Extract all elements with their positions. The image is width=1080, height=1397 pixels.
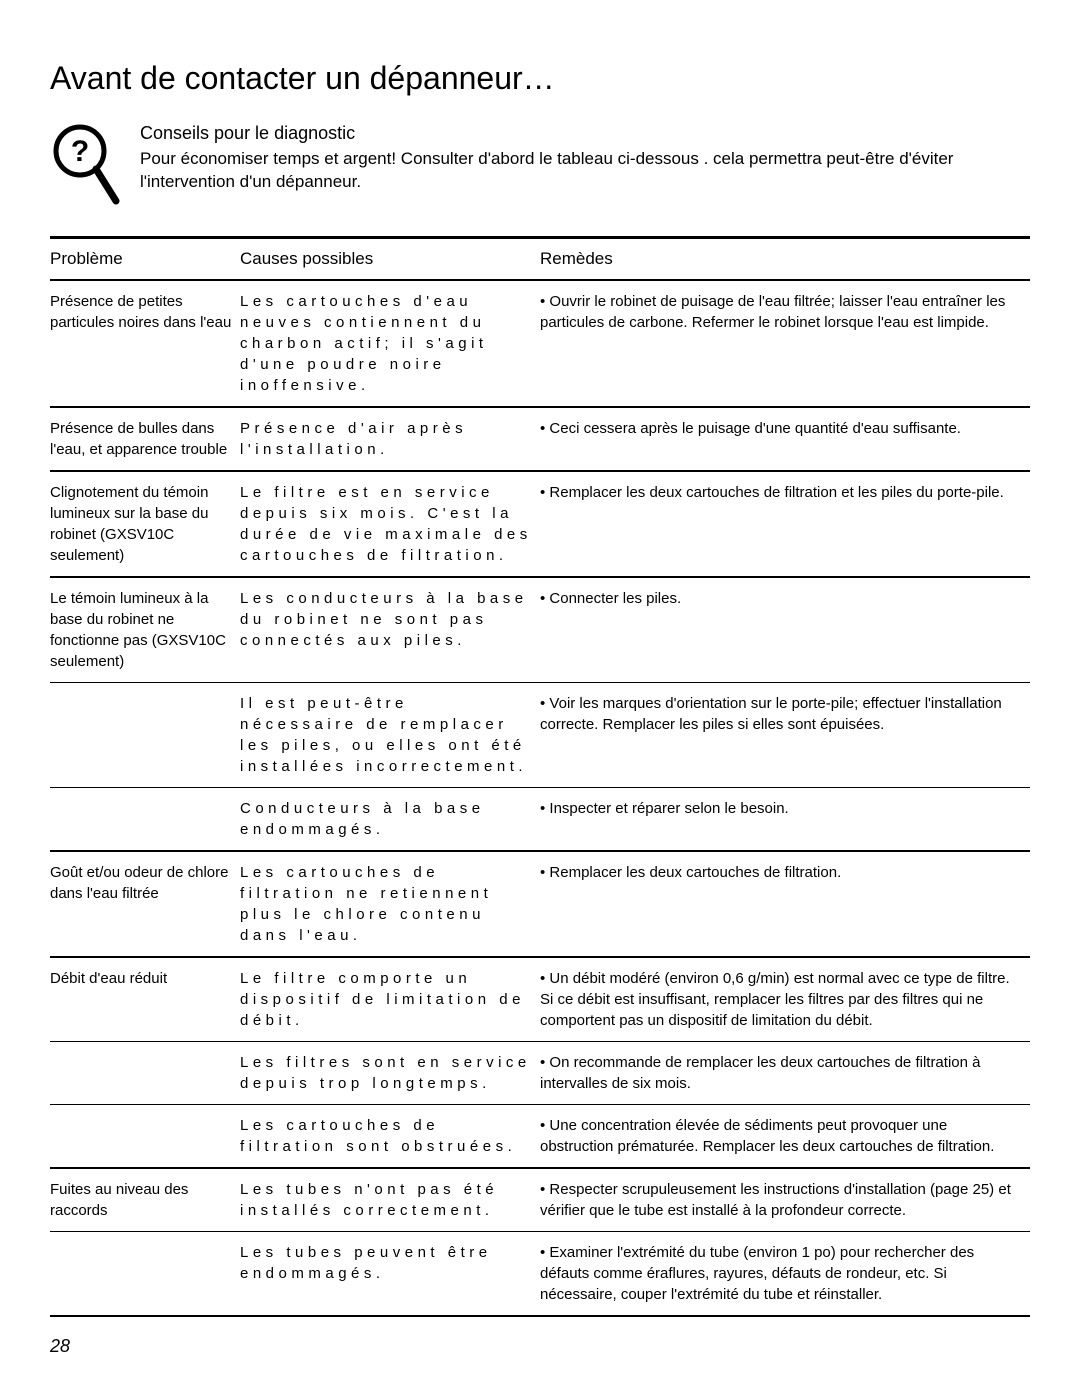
header-cause: Causes possibles xyxy=(240,238,540,281)
table-row: Goût et/ou odeur de chlore dans l'eau fi… xyxy=(50,851,1030,956)
remedy-cell: • Voir les marques d'orientation sur le … xyxy=(540,683,1030,788)
cause-cell: Conducteurs à la base endommagés. xyxy=(240,788,540,851)
remedy-cell: • Ouvrir le robinet de puisage de l'eau … xyxy=(540,280,1030,406)
table-row: Débit d'eau réduitLe filtre comporte un … xyxy=(50,957,1030,1041)
remedy-cell: • Connecter les piles. xyxy=(540,577,1030,682)
remedy-cell: • Une concentration élevée de sédiments … xyxy=(540,1105,1030,1168)
svg-text:?: ? xyxy=(71,135,89,168)
table-row: Les cartouches de filtration sont obstru… xyxy=(50,1105,1030,1168)
problem-cell xyxy=(50,1105,240,1168)
header-problem: Problème xyxy=(50,238,240,281)
cause-cell: Présence d'air après l'installation. xyxy=(240,407,540,470)
intro-section: ? Conseils pour le diagnostic Pour écono… xyxy=(50,121,1030,216)
problem-cell xyxy=(50,788,240,851)
cause-cell: Les cartouches de filtration ne retienne… xyxy=(240,851,540,956)
table-row: Les filtres sont en service depuis trop … xyxy=(50,1042,1030,1105)
cause-cell: Les conducteurs à la base du robinet ne … xyxy=(240,577,540,682)
intro-heading: Conseils pour le diagnostic xyxy=(140,123,1030,144)
cause-cell: Les cartouches de filtration sont obstru… xyxy=(240,1105,540,1168)
intro-body: Pour économiser temps et argent! Consult… xyxy=(140,148,1030,194)
problem-cell: Fuites au niveau des raccords xyxy=(50,1168,240,1231)
remedy-cell: • Remplacer les deux cartouches de filtr… xyxy=(540,851,1030,956)
cause-cell: Il est peut-être nécessaire de remplacer… xyxy=(240,683,540,788)
table-row: Il est peut-être nécessaire de remplacer… xyxy=(50,683,1030,788)
problem-cell: Débit d'eau réduit xyxy=(50,957,240,1041)
remedy-cell: • Examiner l'extrémité du tube (environ … xyxy=(540,1232,1030,1316)
intro-text: Conseils pour le diagnostic Pour économi… xyxy=(140,121,1030,194)
header-remedy: Remèdes xyxy=(540,238,1030,281)
remedy-cell: • Inspecter et réparer selon le besoin. xyxy=(540,788,1030,851)
table-row: Présence de bulles dans l'eau, et appare… xyxy=(50,407,1030,470)
table-row: Clignotement du témoin lumineux sur la b… xyxy=(50,471,1030,576)
problem-cell: Présence de petites particules noires da… xyxy=(50,280,240,406)
page-title: Avant de contacter un dépanneur… xyxy=(50,60,1030,97)
remedy-cell: • On recommande de remplacer les deux ca… xyxy=(540,1042,1030,1105)
problem-cell xyxy=(50,1042,240,1105)
table-row: Le témoin lumineux à la base du robinet … xyxy=(50,577,1030,682)
problem-cell: Goût et/ou odeur de chlore dans l'eau fi… xyxy=(50,851,240,956)
remedy-cell: • Remplacer les deux cartouches de filtr… xyxy=(540,471,1030,576)
table-row: Présence de petites particules noires da… xyxy=(50,280,1030,406)
problem-cell: Clignotement du témoin lumineux sur la b… xyxy=(50,471,240,576)
table-row: Les tubes peuvent être endommagés.• Exam… xyxy=(50,1232,1030,1316)
problem-cell xyxy=(50,683,240,788)
cause-cell: Les tubes peuvent être endommagés. xyxy=(240,1232,540,1316)
cause-cell: Les tubes n'ont pas été installés correc… xyxy=(240,1168,540,1231)
cause-cell: Le filtre est en service depuis six mois… xyxy=(240,471,540,576)
remedy-cell: • Respecter scrupuleusement les instruct… xyxy=(540,1168,1030,1231)
page-number: 28 xyxy=(50,1336,70,1357)
row-separator xyxy=(50,1315,1030,1316)
remedy-cell: • Un débit modéré (environ 0,6 g/min) es… xyxy=(540,957,1030,1041)
cause-cell: Le filtre comporte un dispositif de limi… xyxy=(240,957,540,1041)
cause-cell: Les filtres sont en service depuis trop … xyxy=(240,1042,540,1105)
magnifier-question-icon: ? xyxy=(50,121,120,216)
remedy-cell: • Ceci cessera après le puisage d'une qu… xyxy=(540,407,1030,470)
table-header-row: Problème Causes possibles Remèdes xyxy=(50,238,1030,281)
problem-cell: Présence de bulles dans l'eau, et appare… xyxy=(50,407,240,470)
cause-cell: Les cartouches d'eau neuves contiennent … xyxy=(240,280,540,406)
table-row: Conducteurs à la base endommagés.• Inspe… xyxy=(50,788,1030,851)
troubleshooting-table: Problème Causes possibles Remèdes Présen… xyxy=(50,236,1030,1317)
problem-cell: Le témoin lumineux à la base du robinet … xyxy=(50,577,240,682)
problem-cell xyxy=(50,1232,240,1316)
table-row: Fuites au niveau des raccordsLes tubes n… xyxy=(50,1168,1030,1231)
